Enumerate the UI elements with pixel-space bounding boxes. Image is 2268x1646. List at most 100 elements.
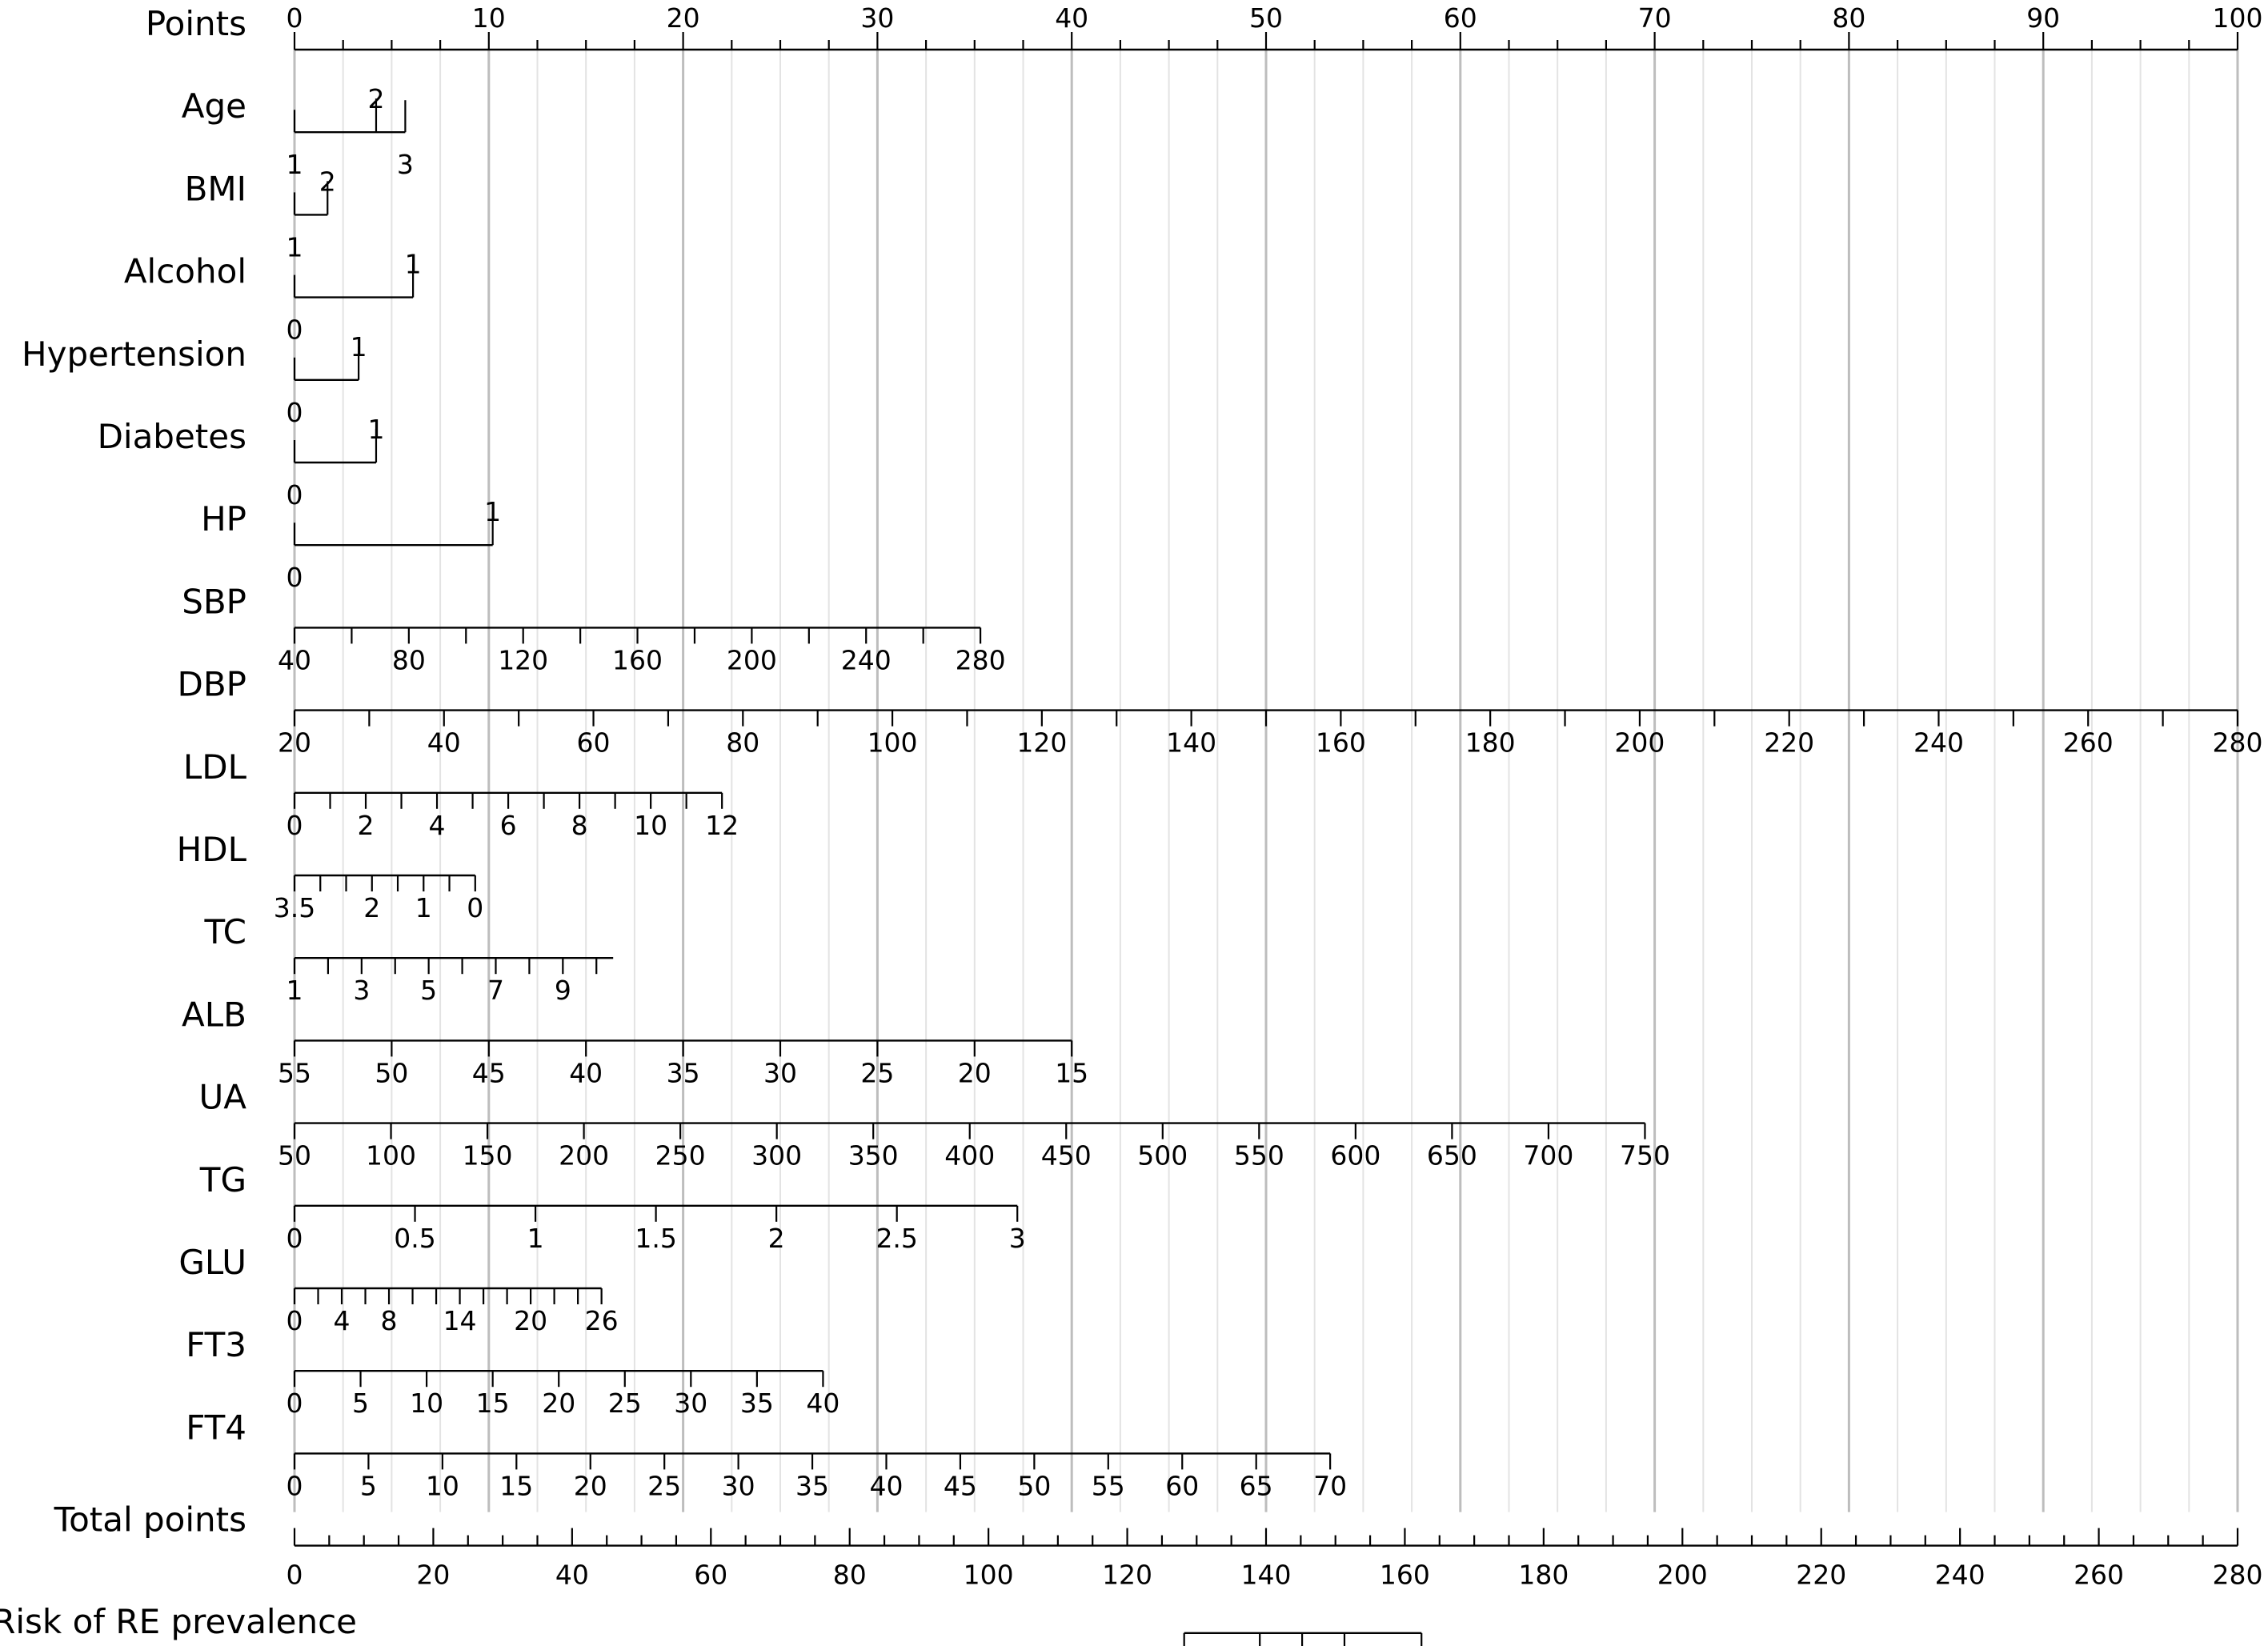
total-points-axis: Total points 0 20 40 60 80 100 120 140 160 180 200 2… <box>54 1500 2263 1591</box>
level-label: 1 <box>351 331 367 362</box>
points-axis-tick-label: 40 <box>1055 2 1088 34</box>
variable-tick-label: 5 <box>420 975 437 1006</box>
variable-tick-label: 4 <box>334 1305 351 1336</box>
variable-tick-label: 35 <box>795 1470 829 1501</box>
variable-tick-label: 300 <box>751 1140 802 1171</box>
variable-label-alb: ALB <box>182 995 246 1034</box>
level-label: 2 <box>319 166 336 197</box>
variable-tick-label: 35 <box>667 1057 700 1088</box>
total-points-tick-label: 160 <box>1380 1560 1430 1591</box>
variable-label-hypertension: Hypertension <box>22 334 246 374</box>
variable-label-age: Age <box>182 86 246 126</box>
total-points-tick-label: 60 <box>694 1560 727 1591</box>
variable-tick-label: 25 <box>647 1470 681 1501</box>
total-points-tick-label: 200 <box>1657 1560 1708 1591</box>
variable-row-ft4: FT4 0 5 10 15 20 25 30 35 40 45 50 55 60 65 70 <box>186 1408 1347 1501</box>
points-axis-tick-label: 90 <box>2026 2 2060 34</box>
total-points-tick-label: 0 <box>287 1560 303 1591</box>
variable-tick-label: 26 <box>585 1305 619 1336</box>
level-label: 0 <box>287 479 303 511</box>
variable-tick-label: 25 <box>608 1388 642 1419</box>
variable-row-ldl: LDL 0 2 4 6 8 10 12 <box>183 747 739 841</box>
variable-row-ua: UA 50 100 150 200 250 300 350 400 450 500 550 600 650… <box>199 1078 1670 1171</box>
variable-tick-label: 45 <box>944 1470 977 1501</box>
variable-tick-label: 20 <box>278 727 311 759</box>
level-label: 1 <box>287 231 303 262</box>
variable-row-sbp: SBP 40 80 120 160 200 240 280 <box>182 582 1005 675</box>
variable-tick-label: 150 <box>463 1140 513 1171</box>
variable-label-tg: TG <box>199 1160 246 1199</box>
variable-label-ldl: LDL <box>183 747 247 787</box>
variable-tick-label: 6 <box>500 810 517 841</box>
variable-tick-label: 0 <box>287 1470 303 1501</box>
points-axis-tick-label: 50 <box>1249 2 1283 34</box>
variable-tick-label: 80 <box>726 727 759 759</box>
variable-row-age: Age 1 2 3 <box>182 83 414 180</box>
variable-row-hypertension: Hypertension 0 1 <box>22 331 367 428</box>
points-axis-label: Points <box>146 4 246 43</box>
variable-tick-label: 40 <box>427 727 461 759</box>
points-axis-tick-label: 10 <box>472 2 506 34</box>
total-points-tick-label: 100 <box>964 1560 1014 1591</box>
variable-tick-label: 1 <box>527 1223 544 1254</box>
variable-tick-label: 12 <box>705 810 739 841</box>
variable-tick-label: 30 <box>722 1470 755 1501</box>
variable-tick-label: 280 <box>956 644 1006 675</box>
variable-tick-label: 160 <box>612 644 663 675</box>
variable-tick-label: 15 <box>1055 1057 1088 1088</box>
level-label: 1 <box>367 414 384 445</box>
variable-tick-label: 140 <box>1166 727 1216 759</box>
level-label: 1 <box>287 149 303 180</box>
variable-tick-label: 65 <box>1240 1470 1273 1501</box>
variable-row-diabetes: Diabetes 0 1 <box>98 414 385 511</box>
variable-tick-label: 7 <box>487 975 504 1006</box>
points-axis-tick-label: 80 <box>1832 2 1865 34</box>
variable-tick-label: 8 <box>571 810 588 841</box>
variable-tick-label: 20 <box>958 1057 992 1088</box>
points-axis-tick-label: 0 <box>287 2 303 34</box>
total-points-tick-label: 20 <box>416 1560 450 1591</box>
variable-tick-label: 15 <box>476 1388 510 1419</box>
variable-tick-label: 400 <box>944 1140 995 1171</box>
variable-row-hdl: HDL 3.5 2 1 0 <box>177 830 484 923</box>
total-points-tick-label: 120 <box>1102 1560 1152 1591</box>
variable-tick-label: 10 <box>634 810 667 841</box>
level-label: 3 <box>397 149 414 180</box>
variable-tick-label: 2.5 <box>876 1223 917 1254</box>
variable-tick-label: 30 <box>763 1057 797 1088</box>
variable-row-bmi: BMI 1 2 <box>185 166 336 262</box>
variable-tick-label: 1 <box>287 975 303 1006</box>
level-label: 0 <box>287 397 303 428</box>
points-axis-tick-label: 70 <box>1638 2 1672 34</box>
variable-tick-label: 0 <box>287 810 303 841</box>
variable-tick-label: 10 <box>426 1470 459 1501</box>
variable-row-tc: TC 1 3 5 7 9 <box>203 912 614 1006</box>
variable-tick-label: 650 <box>1427 1140 1477 1171</box>
variable-tick-label: 450 <box>1041 1140 1092 1171</box>
points-axis-tick-label: 100 <box>2213 2 2263 34</box>
variable-label-dbp: DBP <box>178 665 246 704</box>
variable-label-bmi: BMI <box>185 169 246 208</box>
variable-tick-label: 25 <box>860 1057 894 1088</box>
variable-tick-label: 120 <box>1016 727 1067 759</box>
variable-label-ua: UA <box>199 1078 247 1117</box>
variable-tick-label: 600 <box>1330 1140 1380 1171</box>
level-label: 0 <box>287 562 303 593</box>
total-points-tick-label: 240 <box>1935 1560 1986 1591</box>
variable-label-sbp: SBP <box>182 582 246 621</box>
variable-tick-label: 35 <box>740 1388 774 1419</box>
variable-tick-label: 60 <box>577 727 611 759</box>
total-points-tick-label: 140 <box>1241 1560 1292 1591</box>
level-label: 2 <box>367 83 384 114</box>
variable-tick-label: 200 <box>559 1140 609 1171</box>
variable-tick-label: 0.5 <box>394 1223 435 1254</box>
total-points-tick-label: 280 <box>2213 1560 2263 1591</box>
variable-label-ft4: FT4 <box>186 1408 246 1447</box>
variable-label-alcohol: Alcohol <box>124 252 246 291</box>
level-label: 1 <box>484 496 501 527</box>
total-points-tick-label: 220 <box>1796 1560 1846 1591</box>
variable-tick-label: 750 <box>1620 1140 1670 1171</box>
variable-tick-label: 50 <box>375 1057 408 1088</box>
